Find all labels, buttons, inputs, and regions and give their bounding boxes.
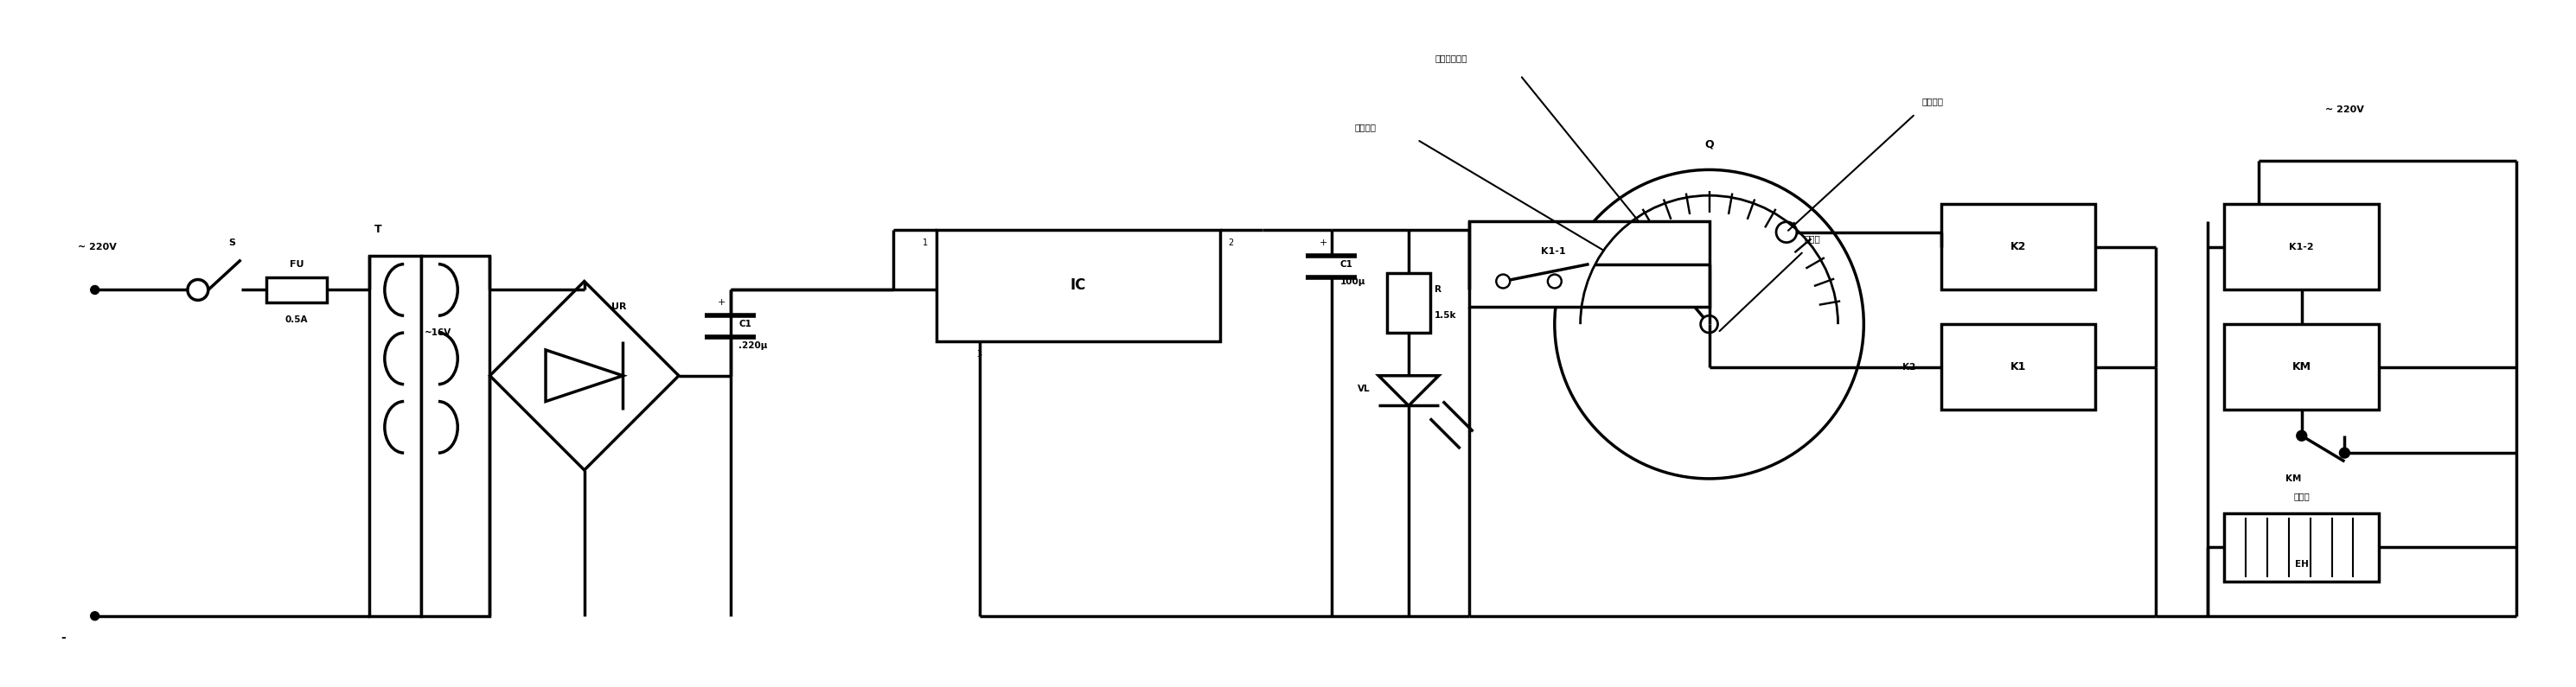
- Text: C1: C1: [1340, 260, 1352, 269]
- Text: 3: 3: [976, 350, 981, 359]
- Text: T: T: [374, 224, 381, 236]
- Bar: [1942, 204, 2097, 290]
- Circle shape: [1548, 274, 1561, 288]
- Bar: [1388, 273, 1430, 333]
- Text: +: +: [719, 298, 726, 307]
- Text: 0.5A: 0.5A: [286, 315, 309, 324]
- Bar: [1942, 324, 2097, 410]
- Polygon shape: [489, 281, 677, 470]
- Text: Q: Q: [1705, 138, 1713, 150]
- Bar: [265, 277, 327, 303]
- Text: 下限接点: 下限接点: [1355, 122, 1376, 131]
- Text: K2: K2: [1901, 363, 1917, 372]
- Text: 2: 2: [1229, 238, 1234, 247]
- Polygon shape: [1378, 376, 1440, 406]
- Text: R: R: [1435, 286, 1443, 294]
- Text: 动接点: 动接点: [1803, 234, 1821, 243]
- Text: 测温示値指针: 测温示値指针: [1435, 54, 1468, 63]
- Text: K1: K1: [2009, 361, 2027, 373]
- Circle shape: [1595, 254, 1615, 274]
- Text: UR: UR: [611, 303, 626, 311]
- Bar: [1468, 221, 1710, 307]
- Text: FU: FU: [289, 260, 304, 269]
- Text: ~16V: ~16V: [425, 328, 451, 337]
- Polygon shape: [546, 350, 623, 401]
- Circle shape: [90, 286, 98, 294]
- Text: C1: C1: [739, 320, 752, 328]
- Circle shape: [90, 611, 98, 620]
- Text: -: -: [59, 631, 64, 644]
- Bar: [368, 256, 420, 616]
- Text: 100μ: 100μ: [1340, 277, 1365, 286]
- Circle shape: [1556, 170, 1865, 479]
- Text: KM: KM: [2293, 361, 2311, 373]
- Bar: [2226, 513, 2380, 582]
- Text: K2: K2: [2009, 241, 2027, 253]
- Text: 1: 1: [922, 238, 927, 247]
- Text: K1-2: K1-2: [2290, 243, 2313, 251]
- Text: 1.5k: 1.5k: [1435, 311, 1455, 320]
- Text: +: +: [1319, 238, 1327, 247]
- Text: IC: IC: [1069, 278, 1087, 293]
- Text: ~ 220V: ~ 220V: [77, 243, 116, 251]
- Circle shape: [1775, 222, 1795, 243]
- Text: EH: EH: [2295, 560, 2308, 569]
- Text: ~ 220V: ~ 220V: [2326, 105, 2365, 114]
- Circle shape: [188, 280, 209, 300]
- Bar: [2226, 204, 2380, 290]
- Text: KM: KM: [2285, 474, 2300, 483]
- Bar: [935, 229, 1218, 341]
- Text: 上限接点: 上限接点: [1922, 97, 1942, 105]
- Text: VL: VL: [1358, 384, 1370, 393]
- Text: S: S: [229, 238, 237, 247]
- Circle shape: [2298, 431, 2308, 441]
- Text: 感温包: 感温包: [2293, 491, 2311, 500]
- Circle shape: [1700, 315, 1718, 333]
- Text: K1-1: K1-1: [1540, 247, 1566, 256]
- Text: .220μ: .220μ: [739, 341, 768, 350]
- Bar: [420, 256, 489, 616]
- Circle shape: [2339, 448, 2349, 458]
- Bar: [2226, 324, 2380, 410]
- Circle shape: [1497, 274, 1510, 288]
